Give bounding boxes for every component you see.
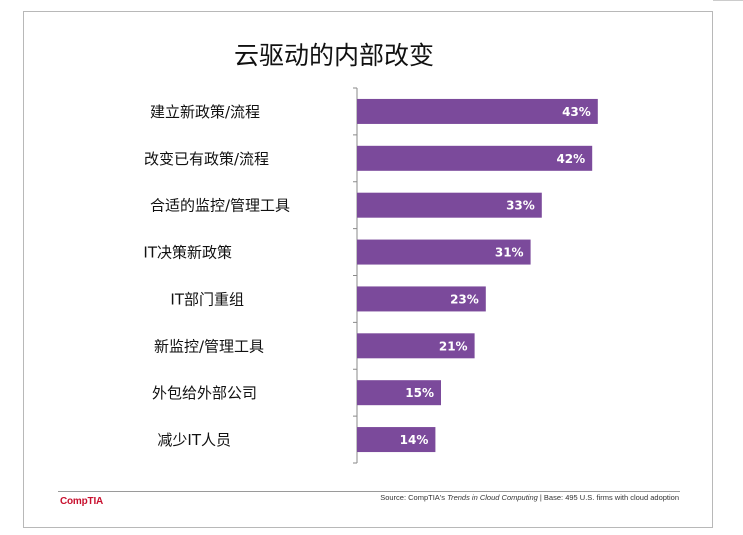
data-label: 23% — [450, 292, 479, 306]
bar — [357, 98, 598, 124]
bar — [357, 239, 531, 265]
source-title: Trends in Cloud Computing — [447, 493, 538, 502]
category-label: 建立新政策/流程 — [150, 103, 260, 121]
source-note: Source: CompTIA's Trends in Cloud Comput… — [380, 493, 679, 502]
category-label: 外包给外部公司 — [152, 384, 257, 402]
data-label: 21% — [439, 339, 468, 353]
category-label: 改变已有政策/流程 — [144, 150, 269, 168]
category-label: IT决策新政策 — [143, 244, 232, 262]
bar — [357, 427, 436, 453]
data-label: 33% — [506, 199, 535, 213]
source-prefix: Source: CompTIA's — [380, 493, 448, 502]
category-label: 减少IT人员 — [157, 431, 231, 449]
data-label: 15% — [405, 386, 434, 400]
data-label: 14% — [400, 433, 429, 447]
category-label: IT部门重组 — [170, 290, 244, 308]
category-label: 新监控/管理工具 — [154, 337, 264, 355]
category-label: 合适的监控/管理工具 — [150, 197, 290, 215]
data-label: 43% — [562, 105, 591, 119]
comptia-logo: CompTIA — [60, 496, 104, 507]
bar — [357, 192, 542, 218]
source-suffix: | Base: 495 U.S. firms with cloud adopti… — [537, 493, 679, 502]
chart-title: 云驱动的内部改变 — [234, 41, 435, 70]
data-label: 42% — [556, 152, 585, 166]
bar — [357, 380, 441, 406]
data-label: 31% — [495, 246, 524, 260]
bar-chart: 43% 建立新政策/流程 42% 改变已有政策/流程 33% 合适的监控/管理工具 31% I… — [143, 87, 598, 464]
footer-divider — [58, 491, 680, 492]
top-edge-line — [713, 0, 743, 1]
slide: 云驱动的内部改变 43% 建立新政策/流程 42% 改变已有政策/流程 33% 合适的监控… — [23, 11, 713, 528]
bar — [357, 145, 593, 171]
bar — [357, 286, 486, 312]
bar — [357, 333, 475, 359]
